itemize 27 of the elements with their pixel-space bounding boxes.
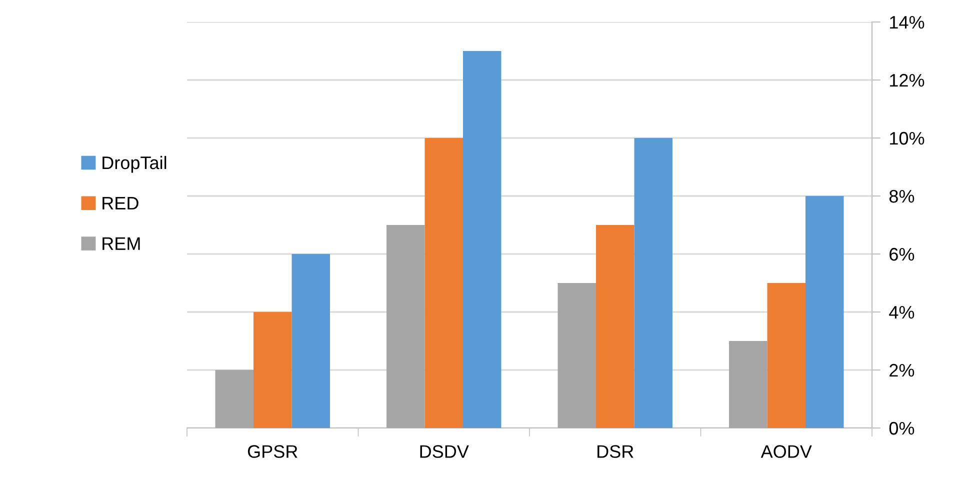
bar xyxy=(424,138,463,428)
y-tick-label: 10% xyxy=(890,132,924,145)
legend-label: DropTail xyxy=(102,156,166,173)
y-tick-label: 6% xyxy=(890,248,914,261)
bar xyxy=(254,312,292,428)
bar xyxy=(215,370,254,428)
y-tick-label: 14% xyxy=(890,16,924,29)
y-tick-label: 2% xyxy=(890,364,914,377)
bar xyxy=(292,254,330,428)
bar xyxy=(386,225,425,428)
bar xyxy=(767,283,806,428)
bar xyxy=(596,225,634,428)
bar xyxy=(729,341,768,428)
x-tick-label: DSDV xyxy=(420,445,469,458)
bar xyxy=(558,283,596,428)
x-tick-label: DSR xyxy=(598,445,634,458)
y-tick-label: 8% xyxy=(889,190,914,203)
legend-label: REM xyxy=(102,237,140,250)
y-tick-label: 0% xyxy=(889,422,914,435)
bar xyxy=(634,138,672,428)
legend-label: RED xyxy=(102,196,138,210)
y-tick-label: 4% xyxy=(889,306,914,319)
x-tick-label: AODV xyxy=(760,445,812,458)
bar xyxy=(463,51,502,428)
bar xyxy=(806,196,844,428)
x-tick-label: GPSR xyxy=(248,445,298,458)
y-tick-label: 12% xyxy=(890,74,924,87)
